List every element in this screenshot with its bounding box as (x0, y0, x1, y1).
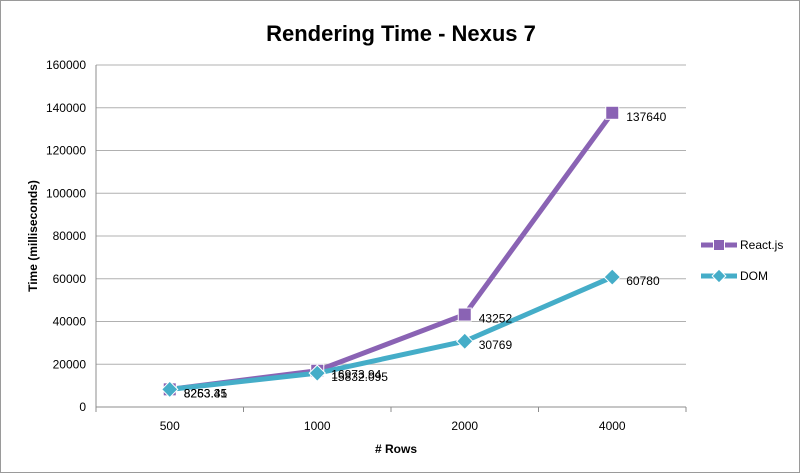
legend-marker-react-js (713, 239, 725, 251)
data-label-dom: 30769 (479, 338, 513, 352)
data-point-dom (603, 268, 622, 286)
y-tick-label: 100000 (46, 186, 86, 200)
legend-marker-dom (711, 268, 727, 284)
data-point-dom (160, 380, 179, 399)
legend-label-react-js: React.js (740, 238, 783, 252)
x-axis-title: # Rows (375, 442, 417, 456)
data-label-react-js: 8263.35 (184, 386, 228, 400)
data-label-react-js: 16973.94 (331, 368, 381, 382)
x-tick-label: 4000 (599, 419, 626, 433)
y-tick-label: 60000 (53, 272, 87, 286)
data-label-dom: 15832.095 (331, 370, 388, 384)
y-axis-title: Time (milliseconds) (26, 180, 40, 292)
data-label-react-js: 43252 (479, 312, 513, 326)
series-layer (160, 105, 622, 399)
data-label-dom: 8253.41 (184, 386, 228, 400)
y-tick-label: 140000 (46, 101, 86, 115)
y-tick-label: 120000 (46, 144, 86, 158)
data-label-react-js: 137640 (626, 110, 666, 124)
data-label-dom: 60780 (626, 274, 660, 288)
y-tick-label: 160000 (46, 58, 86, 72)
series-line-dom (169, 274, 614, 392)
axes: 0 20000 40000 60000 80000 100000 120000 140000 1… (46, 58, 687, 433)
data-point-dom (455, 332, 474, 350)
series-line-react-js (169, 111, 615, 392)
x-tick-label: 1000 (304, 419, 331, 433)
data-point-dom (308, 364, 327, 382)
y-tick-label: 20000 (53, 357, 87, 371)
y-tick-label: 80000 (53, 229, 87, 243)
x-tick-label: 2000 (451, 419, 478, 433)
data-labels: 8263.35 16973.94 43252 137640 8253.41 15832.0… (184, 110, 667, 401)
y-tick-label: 40000 (53, 315, 87, 329)
legend-label-dom: DOM (740, 269, 768, 283)
y-tick-label: 0 (79, 400, 86, 414)
data-point-react-js (605, 105, 620, 120)
data-point-react-js (457, 307, 472, 322)
chart-title: Rendering Time - Nexus 7 (266, 21, 536, 46)
x-tick-label: 500 (160, 419, 180, 433)
legend: React.js DOM (701, 238, 783, 284)
gridlines (96, 64, 686, 365)
